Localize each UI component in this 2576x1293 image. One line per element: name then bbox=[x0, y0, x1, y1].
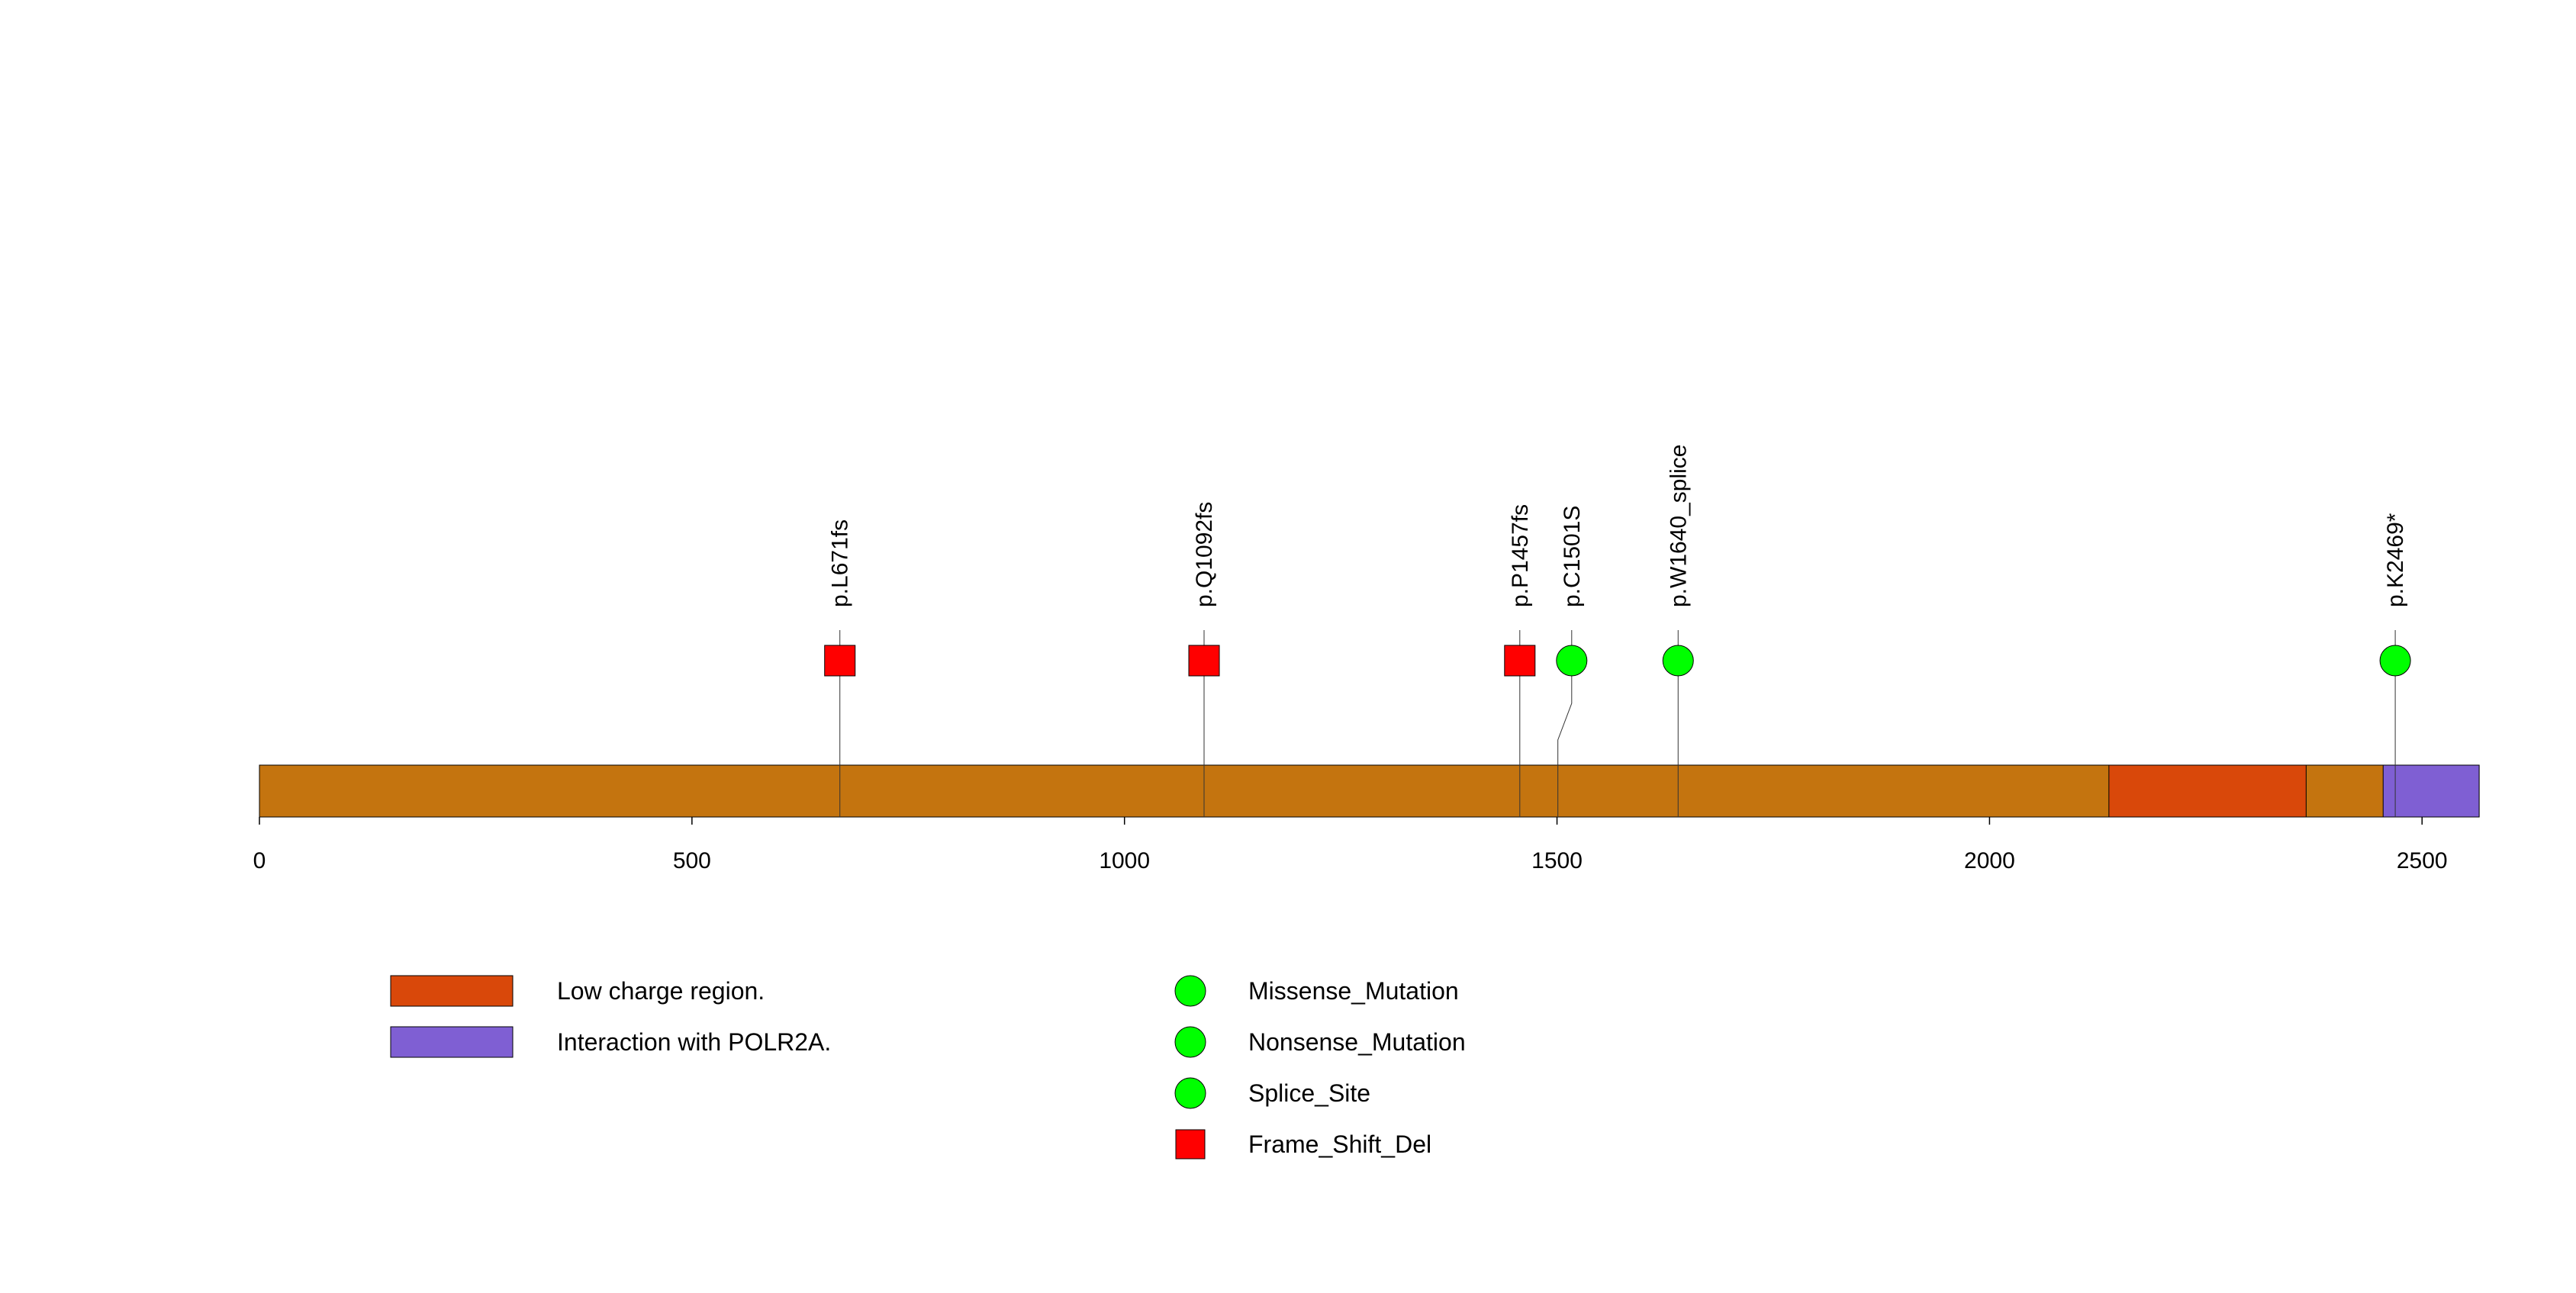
legend-type-label-1: Nonsense_Mutation bbox=[1248, 1028, 1466, 1056]
legend-type-label-0: Missense_Mutation bbox=[1248, 977, 1459, 1005]
axis-tick-label-4: 2000 bbox=[1964, 848, 2015, 873]
mutation-label-3: p.C1501S bbox=[1560, 506, 1585, 607]
mutation-lollipops: p.L671fs p.Q1092fs p.P1457fs p.C1501S p.W164… bbox=[824, 445, 2411, 817]
legend-type-marker-2 bbox=[1174, 1077, 1206, 1109]
mutation-label-0: p.L671fs bbox=[828, 519, 853, 607]
mutation-label-2: p.P1457fs bbox=[1508, 504, 1533, 607]
mutation-stem-3 bbox=[1557, 661, 1573, 817]
mutation-marker-1 bbox=[1188, 645, 1220, 677]
mutation-marker-0 bbox=[824, 645, 856, 677]
axis-tick-label-1: 500 bbox=[673, 848, 711, 873]
mutation-label-1: p.Q1092fs bbox=[1192, 502, 1217, 607]
legend-type-label-3: Frame_Shift_Del bbox=[1248, 1131, 1431, 1158]
domain-legend: Low charge region. Interaction with POLR2… bbox=[390, 975, 831, 1058]
axis-tick-label-3: 1500 bbox=[1531, 848, 1583, 873]
legend-domain-swatch-1 bbox=[390, 1026, 514, 1058]
mutation-type-legend: Missense_Mutation Nonsense_Mutation Splice… bbox=[1174, 975, 1466, 1160]
mutation-label-5: p.K2469* bbox=[2383, 513, 2408, 607]
axis-tick-label-0: 0 bbox=[253, 848, 266, 873]
legend-domain-swatch-0 bbox=[390, 975, 514, 1007]
legend-type-label-2: Splice_Site bbox=[1248, 1079, 1370, 1107]
mutation-marker-4 bbox=[1662, 645, 1694, 677]
position-axis: 0 500 1000 1500 2000 2500 bbox=[253, 817, 2448, 873]
legend-domain-label-1: Interaction with POLR2A. bbox=[557, 1028, 831, 1056]
legend-type-marker-0 bbox=[1174, 975, 1206, 1007]
axis-tick-label-5: 2500 bbox=[2397, 848, 2448, 873]
protein-track bbox=[259, 764, 2480, 818]
mutation-marker-2 bbox=[1504, 645, 1536, 677]
mutation-marker-3 bbox=[1556, 645, 1588, 677]
domain-1 bbox=[2382, 764, 2480, 818]
legend-type-marker-1 bbox=[1174, 1026, 1206, 1058]
mutation-marker-5 bbox=[2379, 645, 2411, 677]
axis-tick-label-2: 1000 bbox=[1099, 848, 1150, 873]
legend-type-marker-3 bbox=[1175, 1129, 1206, 1160]
legend-domain-label-0: Low charge region. bbox=[557, 977, 765, 1005]
mutation-label-4: p.W1640_splice bbox=[1666, 445, 1691, 607]
domain-0 bbox=[2108, 764, 2307, 818]
